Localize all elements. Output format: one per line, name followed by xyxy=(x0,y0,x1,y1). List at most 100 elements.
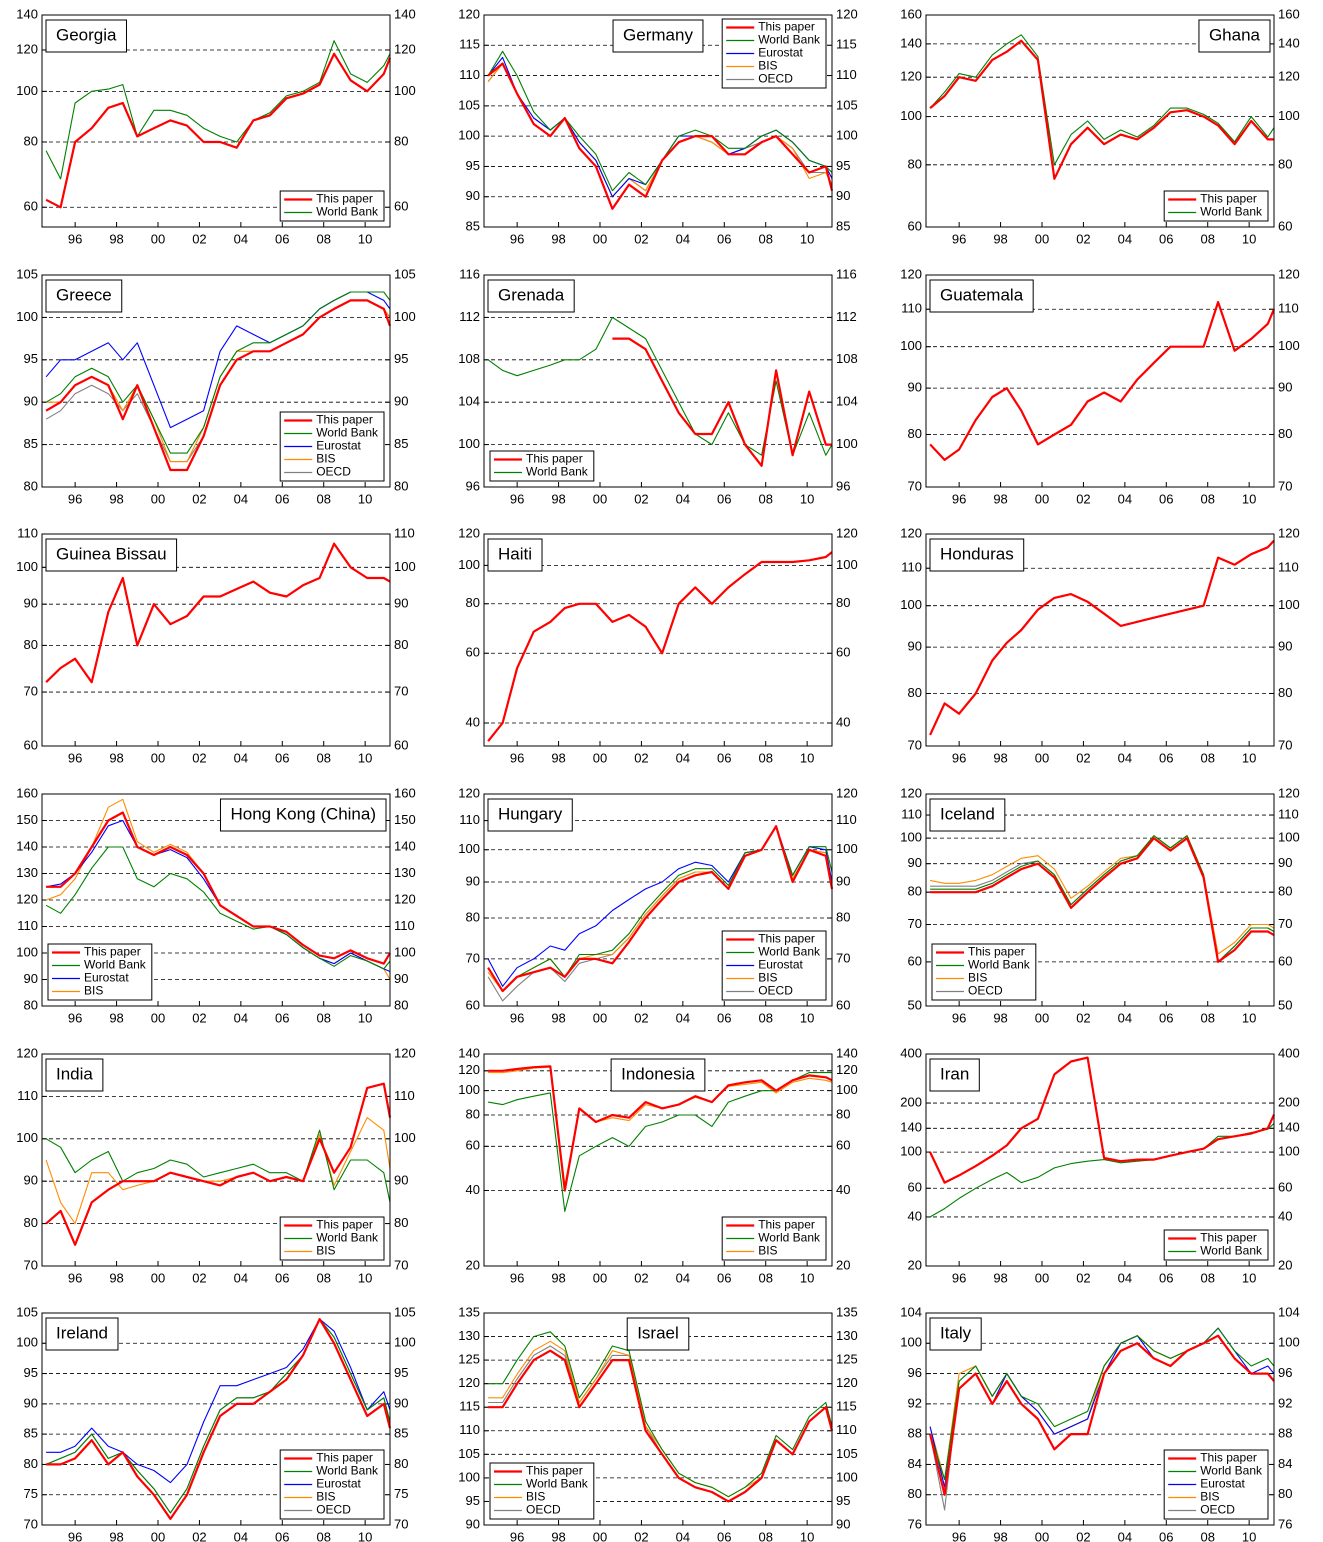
y2-tick-label: 100 xyxy=(836,1469,858,1484)
y-tick-label: 200 xyxy=(900,1094,922,1109)
y-tick-label: 105 xyxy=(458,97,480,112)
series-line xyxy=(45,40,391,180)
series-line xyxy=(488,1349,834,1503)
x-tick-label: 00 xyxy=(593,1270,607,1285)
panel-title: Honduras xyxy=(940,544,1014,563)
panel-title: Indonesia xyxy=(621,1064,695,1083)
legend-label: This paper xyxy=(316,1451,373,1465)
y2-tick-label: 40 xyxy=(836,1182,850,1197)
y2-tick-label: 100 xyxy=(1278,1144,1300,1159)
y2-tick-label: 96 xyxy=(836,478,850,493)
x-tick-label: 96 xyxy=(510,750,524,765)
y2-tick-label: 100 xyxy=(394,559,416,574)
y-tick-label: 120 xyxy=(900,525,922,540)
x-tick-label: 04 xyxy=(1118,1010,1132,1025)
x-tick-label: 96 xyxy=(952,750,966,765)
x-tick-label: 06 xyxy=(717,1529,731,1542)
title-box xyxy=(929,798,1006,832)
y2-tick-label: 100 xyxy=(1278,108,1300,123)
x-tick-label: 08 xyxy=(316,1270,330,1285)
y2-tick-label: 110 xyxy=(836,812,857,827)
y2-tick-label: 105 xyxy=(836,1446,858,1461)
x-tick-label: 08 xyxy=(1200,231,1214,246)
x-tick-label: 00 xyxy=(1035,750,1049,765)
plot-frame xyxy=(483,1053,833,1267)
plot-frame xyxy=(41,793,391,1007)
legend-label: This paper xyxy=(316,413,373,427)
series-line xyxy=(612,337,832,467)
y2-tick-label: 80 xyxy=(1278,156,1292,171)
y2-tick-label: 140 xyxy=(394,838,416,853)
y-tick-label: 95 xyxy=(466,158,480,173)
x-tick-label: 02 xyxy=(192,750,206,765)
plot-frame xyxy=(925,793,1275,1007)
series-line xyxy=(45,1117,391,1225)
x-tick-label: 96 xyxy=(510,1010,524,1025)
x-tick-label: 02 xyxy=(192,231,206,246)
panel-title: Hungary xyxy=(498,804,563,823)
panel-title: Iran xyxy=(940,1064,969,1083)
legend-label: Eurostat xyxy=(758,46,803,60)
x-tick-label: 06 xyxy=(1159,1010,1173,1025)
legend-label: BIS xyxy=(84,984,103,998)
x-tick-label: 00 xyxy=(593,231,607,246)
x-tick-label: 04 xyxy=(1118,1529,1132,1542)
legend-box xyxy=(1163,190,1269,222)
panel: 20 20 40 40 60 60 80 80 100 100 120 120 140 140 96 98 00… xyxy=(458,1045,857,1285)
y-tick-label: 120 xyxy=(458,785,480,800)
y-tick-label: 110 xyxy=(901,807,922,822)
y2-tick-label: 90 xyxy=(836,873,850,888)
x-tick-label: 06 xyxy=(1159,750,1173,765)
y2-tick-label: 60 xyxy=(394,199,408,214)
x-tick-label: 96 xyxy=(68,750,82,765)
y2-tick-label: 100 xyxy=(836,436,858,451)
x-tick-label: 96 xyxy=(952,1529,966,1542)
legend-label: Eurostat xyxy=(1200,1477,1245,1491)
x-tick-label: 08 xyxy=(316,1529,330,1542)
legend-label: BIS xyxy=(758,971,777,985)
y2-tick-label: 100 xyxy=(836,557,858,572)
x-tick-label: 96 xyxy=(68,1529,82,1542)
x-tick-label: 02 xyxy=(634,1529,648,1542)
y-tick-label: 130 xyxy=(16,865,38,880)
y-tick-label: 104 xyxy=(900,1304,922,1319)
panel-title: Hong Kong (China) xyxy=(230,804,376,823)
plot-frame xyxy=(925,1312,1275,1526)
series-line xyxy=(45,1129,391,1203)
y2-tick-label: 50 xyxy=(1278,997,1292,1012)
plot-frame xyxy=(41,14,391,228)
x-tick-label: 02 xyxy=(634,1270,648,1285)
legend-label: BIS xyxy=(758,1244,777,1258)
panel-title: Haiti xyxy=(498,544,532,563)
y-tick-label: 60 xyxy=(466,1138,480,1153)
x-tick-label: 06 xyxy=(717,1270,731,1285)
x-tick-label: 96 xyxy=(68,1010,82,1025)
y-tick-label: 96 xyxy=(908,1365,922,1380)
y2-tick-label: 130 xyxy=(394,865,416,880)
series-line xyxy=(930,837,1275,963)
panel-title: Israel xyxy=(637,1323,679,1342)
x-tick-label: 02 xyxy=(1076,491,1090,506)
legend-label: World Bank xyxy=(758,33,821,47)
x-tick-label: 04 xyxy=(1118,491,1132,506)
y-tick-label: 90 xyxy=(24,1173,38,1188)
x-tick-label: 08 xyxy=(316,1010,330,1025)
y2-tick-label: 40 xyxy=(836,714,850,729)
y2-tick-label: 100 xyxy=(394,309,416,324)
legend-label: World Bank xyxy=(758,1231,821,1245)
y-tick-label: 90 xyxy=(908,639,922,654)
y2-tick-label: 115 xyxy=(836,1399,857,1414)
y2-tick-label: 115 xyxy=(836,37,857,52)
y2-tick-label: 100 xyxy=(1278,1335,1300,1350)
x-tick-label: 00 xyxy=(1035,491,1049,506)
panel: 50 50 60 60 70 70 80 80 90 90 100 100 110 110 120 120 96… xyxy=(900,785,1299,1025)
y2-tick-label: 100 xyxy=(836,128,858,143)
title-box xyxy=(487,279,575,313)
y2-tick-label: 135 xyxy=(836,1304,858,1319)
x-tick-label: 10 xyxy=(1242,1270,1256,1285)
legend-label: Eurostat xyxy=(84,971,129,985)
